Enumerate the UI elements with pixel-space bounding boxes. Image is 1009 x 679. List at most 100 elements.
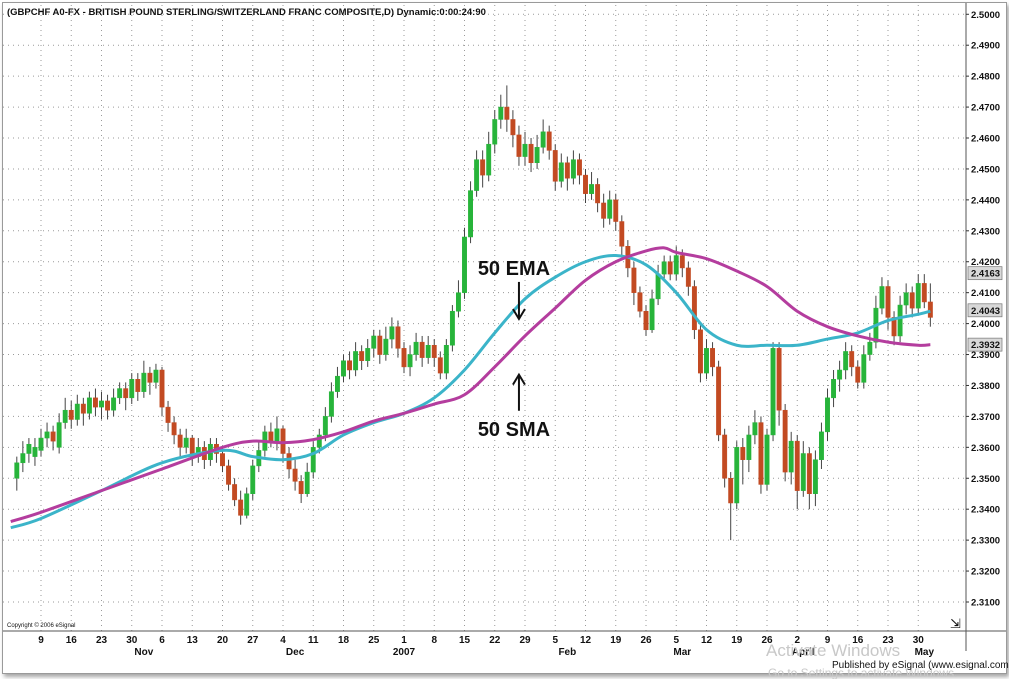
price-tag-label: 2.3932 xyxy=(971,340,1000,351)
candle-down xyxy=(643,305,649,336)
candle-body xyxy=(716,366,722,436)
candle-body xyxy=(504,106,510,120)
candle-down xyxy=(238,490,244,525)
candle-up xyxy=(141,360,147,398)
candle-body xyxy=(431,345,437,358)
candle-body xyxy=(220,453,225,467)
candle-body xyxy=(577,159,582,176)
50-sma-line xyxy=(10,246,931,523)
candle-body xyxy=(401,348,407,368)
candle-body xyxy=(710,348,715,368)
x-tick-label: 22 xyxy=(489,635,501,646)
candle-down xyxy=(510,110,516,148)
candle-down xyxy=(806,447,812,510)
candle-down xyxy=(105,394,110,420)
candle-down xyxy=(147,366,153,395)
x-tick-label: 16 xyxy=(852,635,864,646)
candle-body xyxy=(298,481,304,494)
candle-body xyxy=(722,434,728,479)
candle-down xyxy=(528,138,534,173)
candle-body xyxy=(93,397,98,408)
candle-up xyxy=(365,339,371,367)
candle-body xyxy=(595,184,601,204)
candle-up xyxy=(861,345,867,389)
candle-body xyxy=(746,434,752,460)
candle-up xyxy=(99,391,104,420)
candle-body xyxy=(794,440,800,491)
candle-body xyxy=(685,267,691,287)
candle-body xyxy=(704,348,709,374)
y-tick-label: 2.4300 xyxy=(971,226,1000,237)
candle-body xyxy=(171,422,177,436)
candle-body xyxy=(667,261,673,275)
candle-down xyxy=(177,428,183,457)
candle-body xyxy=(468,190,474,238)
candle-body xyxy=(510,119,516,136)
candle-body xyxy=(183,437,189,448)
candle-body xyxy=(141,372,147,392)
candle-body xyxy=(165,406,171,423)
price-tag-box xyxy=(967,337,1003,352)
candle-body xyxy=(32,447,38,457)
candle-body xyxy=(673,255,679,275)
candle-body xyxy=(903,292,909,306)
candle-body xyxy=(679,255,685,269)
candle-up xyxy=(915,274,921,315)
candle-up xyxy=(111,388,117,417)
candle-body xyxy=(304,471,310,494)
candle-body xyxy=(649,298,655,331)
candle-body xyxy=(407,354,413,368)
candle-body xyxy=(359,351,365,361)
candle-up xyxy=(752,410,758,445)
candle-body xyxy=(443,345,449,374)
candle-body xyxy=(226,465,232,485)
candle-down xyxy=(583,168,588,203)
candle-body xyxy=(498,106,504,120)
x-tick-label: 20 xyxy=(217,635,229,646)
candle-up xyxy=(819,422,824,469)
candle-body xyxy=(286,453,292,470)
x-tick-label: 30 xyxy=(913,635,925,646)
candle-body xyxy=(365,348,371,361)
candle-body xyxy=(516,134,522,157)
y-tick-label: 2.3700 xyxy=(971,412,1000,423)
candle-body xyxy=(637,292,643,312)
candle-body xyxy=(310,447,316,473)
candle-body xyxy=(849,351,855,368)
candle-body xyxy=(135,379,141,392)
candle-up xyxy=(837,360,843,392)
candle-up xyxy=(607,190,613,225)
x-tick-label: 5 xyxy=(552,635,558,646)
candle-down xyxy=(613,193,619,231)
candle-down xyxy=(564,156,570,191)
candle-down xyxy=(710,342,715,377)
x-tick-label: 25 xyxy=(368,635,380,646)
candle-body xyxy=(353,351,359,371)
candle-up xyxy=(389,317,395,349)
candle-body xyxy=(843,351,849,371)
x-tick-label: 19 xyxy=(610,635,622,646)
candle-up xyxy=(449,305,455,352)
candle-up xyxy=(812,450,818,507)
candle-up xyxy=(38,428,44,457)
x-tick-label: 5 xyxy=(673,635,679,646)
candle-up xyxy=(746,425,752,473)
candle-body xyxy=(589,184,594,194)
scroll-end-icon[interactable]: ⇲ xyxy=(950,617,961,632)
candle-up xyxy=(371,329,377,358)
candle-body xyxy=(921,283,927,303)
y-tick-label: 2.4000 xyxy=(971,319,1000,330)
y-tick-label: 2.3900 xyxy=(971,350,1000,361)
candle-down xyxy=(849,345,855,377)
candle-down xyxy=(286,447,292,479)
candle-down xyxy=(637,286,643,318)
x-tick-label: 8 xyxy=(431,635,437,646)
candle-up xyxy=(153,363,159,389)
candle-up xyxy=(341,354,346,383)
candle-body xyxy=(927,301,933,318)
candle-down xyxy=(758,416,764,494)
candle-up xyxy=(522,131,528,166)
price-tag-label: 2.4163 xyxy=(971,269,1000,280)
candle-up xyxy=(413,332,419,361)
candle-body xyxy=(583,174,588,194)
